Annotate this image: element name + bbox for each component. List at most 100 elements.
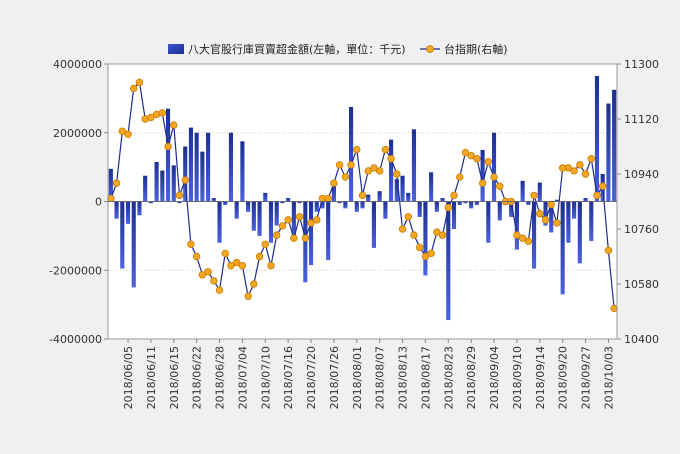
bar-mark [612, 89, 617, 202]
x-tick-label: 2018/08/13 [397, 346, 410, 409]
line-point [358, 191, 367, 200]
line-point [427, 249, 435, 258]
bar-mark [160, 170, 165, 202]
y-right-tick-label: 10400 [624, 333, 659, 346]
y-left-tick-label: 2000000 [53, 127, 102, 140]
line-point [564, 164, 573, 172]
x-tick-label: 2018/07/04 [236, 346, 249, 409]
x-tick-label: 2018/06/05 [122, 346, 135, 409]
line-point [381, 145, 390, 154]
bar-mark [268, 201, 274, 243]
bar-mark [406, 192, 411, 202]
bar-mark [532, 201, 537, 269]
bar-mark [120, 201, 125, 269]
chart-legend: 八大官股行庫買賣超金額(左軸，單位：千元) 台指期(右軸) [168, 42, 508, 56]
bar-mark [514, 201, 519, 250]
line-point [473, 155, 481, 163]
line-point [570, 167, 578, 175]
bar-mark [429, 172, 434, 202]
bar-mark [286, 198, 291, 202]
bar-mark [583, 198, 588, 202]
bar-mark [400, 175, 405, 202]
bar-mark [291, 201, 296, 242]
x-tick-label: 2018/09/14 [534, 346, 547, 409]
bar-mark [474, 201, 479, 205]
x-tick-label: 2018/09/20 [557, 346, 570, 409]
y-right-tick-label: 10940 [624, 168, 659, 181]
line-point [530, 191, 538, 200]
line-point [421, 252, 430, 261]
line-point [158, 109, 167, 117]
bar-mark [108, 168, 113, 202]
x-tick-label: 2018/07/16 [282, 346, 295, 409]
bar-mark [469, 201, 474, 209]
line-point [341, 173, 350, 181]
bar-mark [354, 201, 359, 212]
bar-mark [125, 201, 131, 224]
y-left-tick-label: -2000000 [49, 264, 102, 277]
line-point [124, 130, 132, 138]
bar-mark [366, 194, 371, 202]
y-left-tick-label: 0 [95, 196, 102, 209]
bar-mark [148, 201, 153, 204]
x-tick-label: 2018/06/28 [214, 346, 227, 409]
legend-label-bars: 八大官股行庫買賣超金額(左軸，單位：千元) [188, 42, 406, 56]
line-point [581, 170, 590, 178]
line-point [444, 203, 452, 212]
legend-label-line: 台指期(右軸) [444, 42, 508, 56]
bar-mark [457, 201, 462, 205]
x-tick-label: 2018/08/17 [419, 346, 432, 409]
line-point [496, 182, 504, 190]
bar-mark [131, 201, 136, 288]
bar-mark [171, 165, 176, 202]
bar-mark [526, 201, 531, 205]
line-point [524, 237, 533, 245]
line-point [541, 216, 550, 224]
bar-mark [417, 201, 422, 217]
bar-mark [394, 179, 399, 202]
bar-mark [154, 161, 159, 202]
line-point [599, 182, 607, 190]
line-point [393, 170, 401, 178]
y-right-tick-label: 11120 [624, 113, 659, 126]
bar-mark [165, 108, 171, 202]
x-tick-label: 2018/08/01 [351, 346, 364, 409]
line-point [301, 234, 310, 242]
bar-mark [543, 201, 548, 226]
bar-mark [451, 201, 457, 229]
bar-mark [337, 201, 342, 204]
x-tick-label: 2018/06/11 [145, 346, 158, 409]
line-point [170, 121, 178, 129]
line-point [404, 213, 412, 221]
x-tick-label: 2018/07/26 [328, 346, 341, 409]
bar-mark [211, 198, 216, 202]
bar-mark [440, 198, 445, 202]
line-point [433, 228, 441, 236]
line-point [215, 286, 224, 294]
line-point [347, 161, 355, 169]
bar-mark [114, 201, 119, 219]
line-point [330, 179, 338, 187]
y-left-tick-label: -4000000 [49, 333, 102, 346]
line-point [130, 84, 138, 93]
x-tick-label: 2018/08/23 [442, 346, 455, 409]
line-point [284, 216, 292, 224]
bar-mark [194, 132, 199, 202]
bar-mark [383, 201, 388, 219]
bar-mark [594, 76, 600, 202]
line-point [604, 246, 613, 255]
y-left-tick-label: 4000000 [53, 58, 102, 71]
x-tick-label: 2018/07/20 [305, 346, 318, 409]
line-point [112, 179, 121, 187]
bar-mark [537, 182, 542, 202]
line-point [547, 200, 555, 209]
line-point [593, 191, 601, 200]
bar-mark [280, 201, 285, 204]
bar-mark [240, 141, 245, 202]
bar-mark [509, 201, 514, 217]
line-point [255, 252, 264, 261]
bar-mark [234, 201, 239, 219]
bar-mark [589, 201, 594, 242]
bar-mark [554, 199, 560, 202]
